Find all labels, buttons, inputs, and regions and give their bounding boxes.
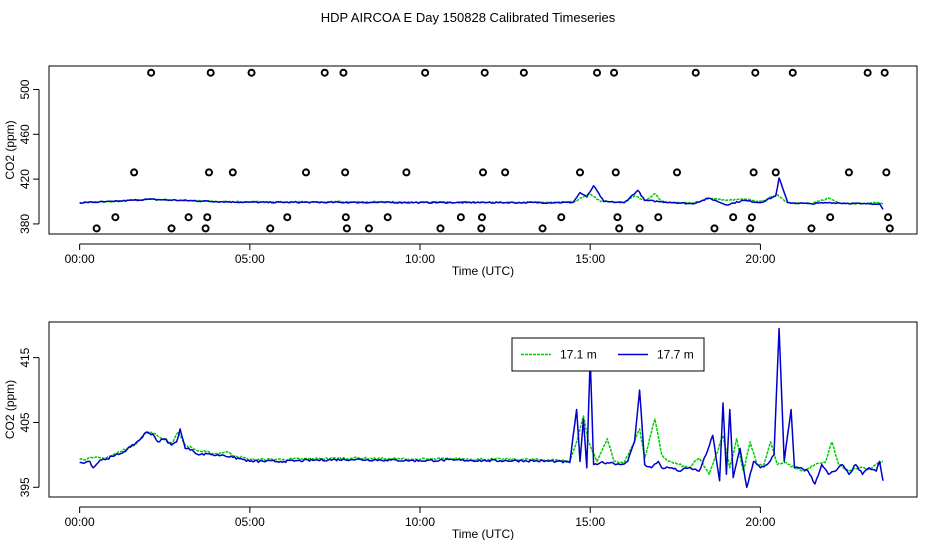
x-tick-label: 10:00	[405, 515, 435, 529]
legend: 17.1 m 17.7 m	[511, 337, 705, 372]
top-panel: 00:00 05:00 10:00 15:00 20:00 Time (UTC) 380 42…	[3, 65, 918, 278]
calibration-point	[266, 224, 275, 233]
x-tick-label: 15:00	[575, 252, 605, 266]
bottom-panel: 00:00 05:00 10:00 15:00 20:00 Time (UTC) 395 40…	[3, 321, 918, 540]
y-tick-label: 380	[18, 214, 32, 234]
calibration-point	[477, 213, 486, 222]
x-tick-label: 05:00	[235, 515, 265, 529]
calibration-point	[479, 168, 487, 177]
calibration-point	[710, 224, 719, 233]
calibration-point	[421, 68, 430, 77]
calibration-point	[746, 224, 755, 233]
calibration-point	[729, 213, 738, 222]
calibration-point	[749, 168, 758, 177]
x-tick-label: 00:00	[65, 252, 95, 266]
calibration-point	[557, 213, 566, 222]
plot-frame	[48, 321, 918, 498]
calibration-point	[147, 68, 156, 77]
calibration-point	[611, 168, 620, 177]
y-tick-label: 420	[18, 169, 32, 189]
calibration-point	[747, 213, 756, 222]
calibration-point	[320, 68, 329, 77]
calibration-point	[788, 68, 797, 77]
calibration-point	[92, 224, 101, 233]
calibration-point	[771, 168, 780, 177]
y-tick-label: 500	[18, 79, 32, 99]
y-tick-label: 460	[18, 124, 32, 144]
calibration-point	[610, 68, 619, 77]
calibration-point	[201, 224, 210, 233]
calibration-point	[228, 168, 237, 177]
calibration-point	[339, 68, 348, 77]
calibration-point	[691, 68, 700, 77]
plot-frame	[48, 65, 918, 235]
calibration-point	[130, 168, 139, 177]
calibration-point	[576, 168, 585, 177]
figure-title: HDP AIRCOA E Day 150828 Calibrated Times…	[321, 10, 616, 25]
calibration-point	[593, 68, 602, 77]
calibration-point	[167, 224, 176, 233]
legend-label: 17.1 m	[560, 348, 597, 362]
calibration-point	[184, 213, 193, 222]
calibration-point	[880, 68, 889, 77]
calibration-point	[203, 213, 212, 222]
x-tick-label: 20:00	[745, 515, 775, 529]
calibration-point	[477, 224, 486, 233]
y-tick-label: 405	[18, 412, 32, 432]
calibration-point	[863, 68, 872, 77]
calibration-point	[807, 224, 816, 233]
calibration-point	[383, 213, 392, 222]
x-tick-label: 15:00	[575, 515, 605, 529]
calibration-point	[654, 213, 663, 222]
calibration-point	[538, 224, 547, 233]
calibration-point	[341, 168, 350, 177]
calibration-point	[673, 168, 682, 177]
y-axis-title: CO2 (ppm)	[3, 380, 17, 439]
x-tick-label: 20:00	[745, 252, 775, 266]
calibration-point	[884, 213, 893, 222]
calibration-point	[501, 168, 510, 177]
calibration-point	[342, 224, 351, 233]
y-tick-label: 415	[18, 347, 32, 367]
x-axis-title: Time (UTC)	[452, 527, 514, 540]
calibration-point	[844, 168, 853, 177]
calibration-point	[613, 213, 622, 222]
calibration-point	[247, 68, 256, 77]
calibration-point	[301, 168, 310, 177]
calibration-point	[882, 168, 891, 177]
calibration-point	[826, 213, 835, 222]
calibration-point	[283, 213, 292, 222]
series-line-17-7-m	[79, 177, 884, 210]
calibration-point	[635, 224, 644, 233]
calibration-point	[615, 224, 624, 233]
series-line-17-7-m	[79, 327, 884, 489]
calibration-point	[204, 168, 213, 177]
calibration-point	[364, 224, 373, 233]
x-tick-label: 10:00	[405, 252, 435, 266]
calibration-point	[751, 68, 760, 77]
calibration-point	[436, 224, 445, 233]
series-line-17-1-m	[79, 415, 884, 476]
calibration-point	[480, 68, 489, 77]
x-tick-label: 00:00	[65, 515, 95, 529]
x-tick-label: 05:00	[235, 252, 265, 266]
legend-label: 17.7 m	[657, 348, 694, 362]
y-tick-label: 395	[18, 477, 32, 497]
calibration-point	[885, 224, 894, 233]
calibration-point	[111, 213, 120, 222]
x-axis-title: Time (UTC)	[452, 264, 514, 278]
calibration-point	[402, 168, 411, 177]
legend-box	[511, 337, 705, 372]
calibration-point	[341, 213, 350, 222]
calibration-point	[519, 68, 528, 77]
y-axis-title: CO2 (ppm)	[3, 120, 17, 179]
calibration-point	[456, 213, 465, 222]
calibration-point	[206, 68, 215, 77]
